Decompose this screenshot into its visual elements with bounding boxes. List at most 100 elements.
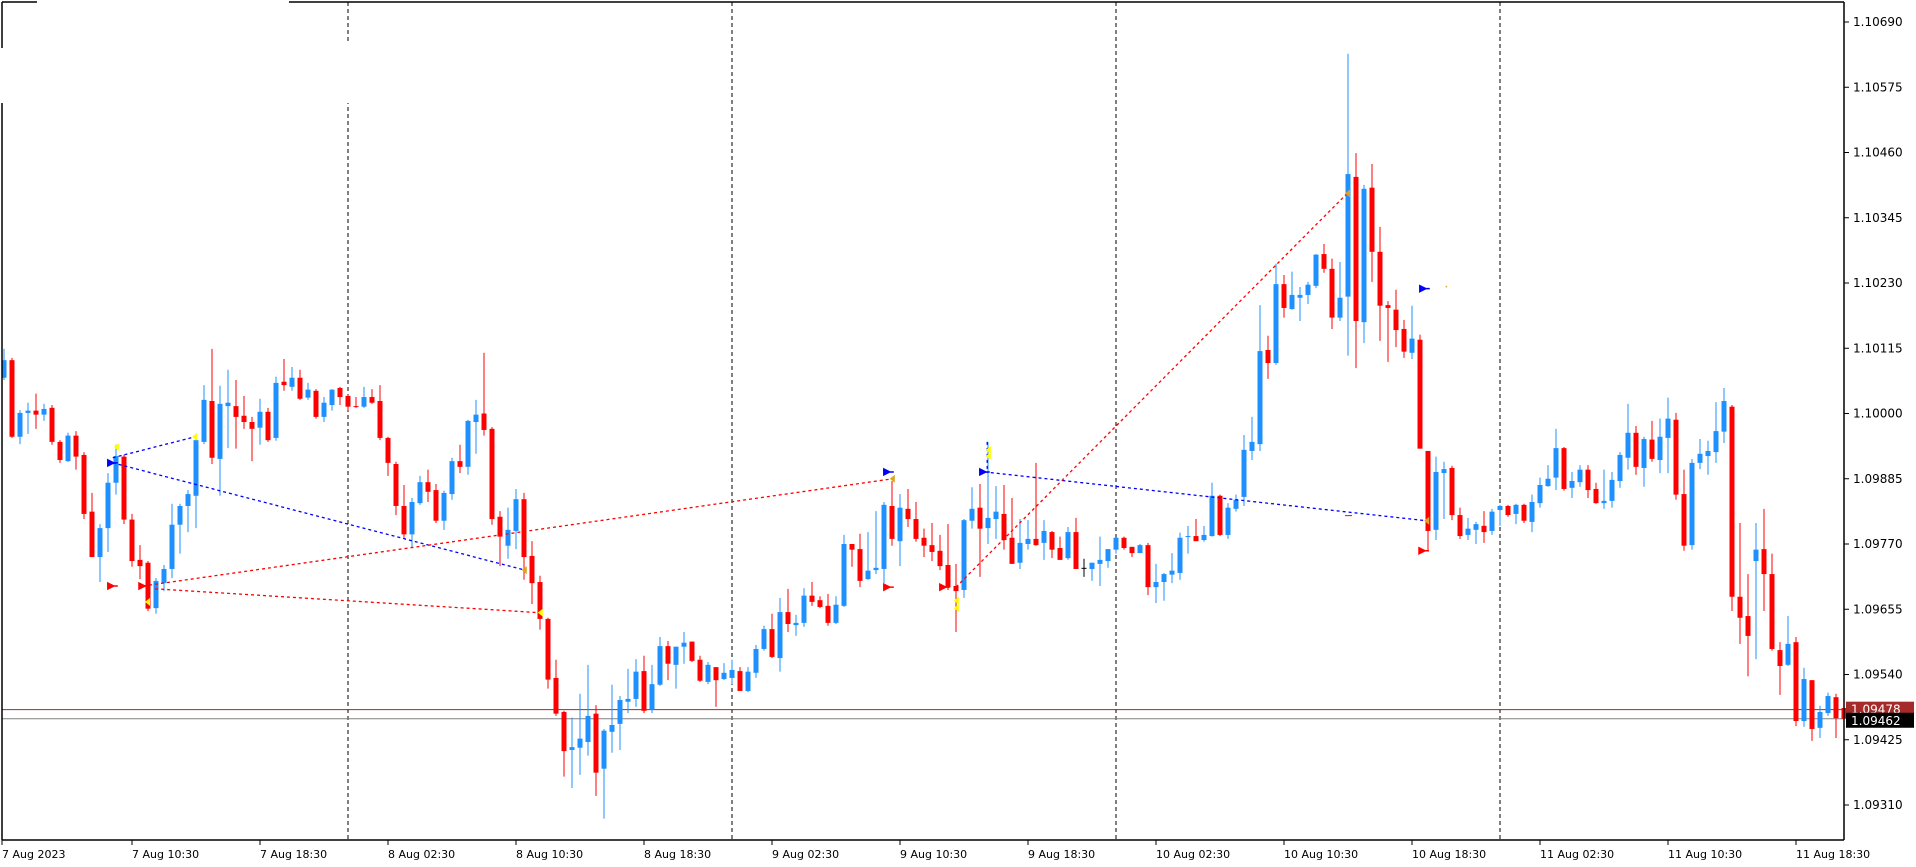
candle [465, 419, 471, 475]
candle [1465, 517, 1471, 541]
candle-body [681, 642, 687, 647]
candle [89, 492, 95, 558]
candle-body [585, 715, 591, 743]
candle-body [97, 528, 103, 558]
candle-body [801, 595, 807, 623]
time-label: 11 Aug 18:30 [1796, 848, 1870, 861]
candle [417, 475, 423, 505]
candle-body [993, 511, 999, 520]
candle [649, 664, 655, 714]
candle [401, 484, 407, 538]
candle [577, 693, 583, 775]
candle-body [649, 684, 655, 710]
candle-body [449, 461, 455, 495]
candle-body [793, 622, 799, 626]
candle [817, 596, 823, 609]
candle-body [217, 403, 223, 459]
price-axis[interactable]: 1.10690 1.10575 1.10460 1.10345 1.10230 1.101… [1844, 15, 1903, 812]
candle-body [1825, 696, 1831, 714]
candle [1233, 494, 1239, 512]
candle [553, 659, 559, 716]
price-label: 1.10345 [1853, 211, 1903, 225]
arrow-blue-icon [883, 467, 894, 477]
candle [945, 524, 951, 590]
candle-body [1721, 401, 1727, 432]
candle [1697, 439, 1703, 470]
candle [121, 454, 127, 525]
time-label: 10 Aug 02:30 [1156, 848, 1230, 861]
candle-body [481, 413, 487, 430]
candle [569, 717, 575, 788]
candle [113, 444, 119, 495]
candle [1569, 471, 1575, 499]
candle-body [1801, 679, 1807, 722]
candle-body [457, 461, 463, 467]
candle [1761, 508, 1767, 611]
candle-body [865, 570, 871, 580]
candle-body [1121, 537, 1127, 548]
candle-body [1145, 545, 1151, 588]
candle-body [1657, 436, 1663, 461]
tri-yellow-icon [113, 442, 119, 451]
tri-orange-icon [1424, 516, 1430, 525]
candle-body [1073, 532, 1079, 569]
day-separators [347, 2, 1501, 840]
candles [1, 53, 1847, 819]
candle [689, 641, 695, 663]
zigzag-lines [112, 192, 1427, 614]
zigzag-line-red [955, 192, 1348, 588]
candle [521, 492, 527, 580]
candle [1537, 477, 1543, 508]
candle-body [1041, 530, 1047, 543]
candle-body [1281, 284, 1287, 308]
candle-body [401, 505, 407, 535]
candle-body [961, 520, 967, 590]
price-label: 1.10115 [1853, 341, 1903, 355]
candle-body [1289, 294, 1295, 310]
zigzag-line-blue [984, 471, 1427, 522]
price-tags: 1.09478 1.09462 [1846, 701, 1914, 728]
candle-body [737, 671, 743, 691]
time-label: 7 Aug 18:30 [260, 848, 327, 861]
candle [1409, 305, 1415, 360]
candle [1497, 504, 1503, 526]
candle [993, 486, 999, 539]
candle-body [1321, 254, 1327, 269]
candle-body [1113, 537, 1119, 550]
time-label: 7 Aug 10:30 [132, 848, 199, 861]
candle-body [1553, 448, 1559, 478]
candle-body [337, 387, 343, 398]
candle [1521, 503, 1527, 524]
candle [969, 487, 975, 529]
candle-body [321, 402, 327, 417]
candle-body [697, 659, 703, 681]
candle-body [489, 428, 495, 520]
candle-body [505, 529, 511, 546]
candle [177, 503, 183, 554]
candle-body [1521, 504, 1527, 521]
price-lines [2, 709, 1844, 720]
price-label: 1.10460 [1853, 146, 1903, 160]
candle-body [473, 414, 479, 423]
candle [1705, 440, 1711, 475]
candle-body [1049, 532, 1055, 550]
candle [1713, 402, 1719, 463]
candle-body [1345, 174, 1351, 297]
candle-body [169, 524, 175, 569]
bid-price-tag-bg [1846, 712, 1914, 728]
time-axis[interactable]: 7 Aug 2023 7 Aug 10:30 7 Aug 18:30 8 Aug 02… [1, 840, 1870, 861]
candle-body [17, 412, 23, 437]
candle-body [969, 508, 975, 521]
candle-body [1497, 505, 1503, 510]
candle [1457, 507, 1463, 539]
candle [1785, 616, 1791, 666]
candle-body [1249, 441, 1255, 451]
candle [641, 655, 647, 714]
candle [489, 427, 495, 525]
candle [1369, 163, 1375, 282]
candle [385, 436, 391, 476]
candle [1633, 425, 1639, 475]
arrow-blue-icon [107, 458, 118, 468]
candle-body [1209, 495, 1215, 537]
